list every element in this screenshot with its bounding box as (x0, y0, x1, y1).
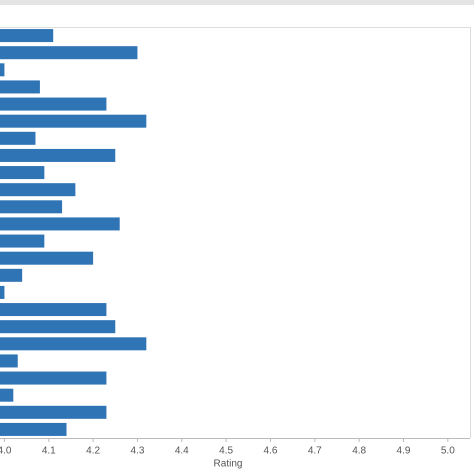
bar (0, 303, 107, 317)
bar (0, 251, 94, 265)
bar (0, 285, 5, 299)
bar (0, 183, 76, 197)
x-tick-label: 4.4 (175, 446, 189, 457)
bar (0, 337, 147, 351)
bar (0, 148, 116, 162)
x-tick-label: 5.0 (441, 446, 455, 457)
x-tick-label: 4.6 (264, 446, 278, 457)
bar (0, 371, 107, 385)
bar (0, 354, 18, 368)
x-tick-label: 4.5 (219, 446, 233, 457)
bar (0, 80, 40, 94)
x-tick-label: 4.1 (42, 446, 56, 457)
bar (0, 388, 14, 402)
bar (0, 131, 36, 145)
bar (0, 63, 5, 77)
bar (0, 166, 45, 180)
x-tick-label: 4.3 (130, 446, 144, 457)
plot-border (0, 27, 471, 438)
bar (0, 422, 67, 436)
x-tick-label: 4.2 (86, 446, 100, 457)
bar (0, 405, 107, 419)
x-tick-label: 4.0 (0, 446, 12, 457)
bar (0, 320, 116, 334)
bar (0, 114, 147, 128)
bar (0, 217, 120, 231)
bar (0, 234, 45, 248)
x-tick-label: 4.8 (352, 446, 366, 457)
top-strip (0, 0, 474, 5)
bar (0, 97, 107, 111)
bar (0, 268, 23, 282)
x-tick-label: 4.9 (397, 446, 411, 457)
bar (0, 29, 54, 43)
x-axis-title: Rating (214, 459, 243, 470)
bar (0, 200, 63, 214)
bar (0, 46, 138, 60)
x-tick-label: 4.7 (308, 446, 322, 457)
